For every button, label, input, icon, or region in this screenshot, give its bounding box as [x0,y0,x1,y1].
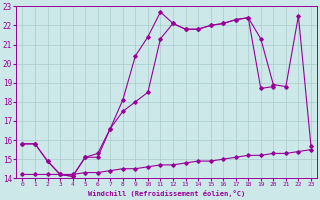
X-axis label: Windchill (Refroidissement éolien,°C): Windchill (Refroidissement éolien,°C) [88,190,245,197]
